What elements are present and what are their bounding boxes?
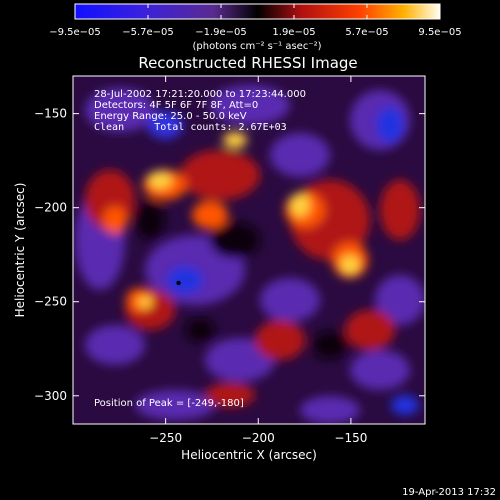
peak-marker [176, 280, 181, 286]
colorbar-tick-label: −9.5e−05 [49, 27, 101, 38]
y-ticks [73, 113, 425, 397]
x-axis-label: Heliocentric X (arcsec) [181, 448, 317, 462]
y-axis-label: Heliocentric Y (arcsec) [13, 183, 27, 318]
y-tick-label: −250 [34, 295, 67, 309]
x-tick-label: −200 [242, 431, 275, 445]
colorbar-tick-label: 1.9e−05 [272, 27, 315, 38]
chart-title: Reconstructed RHESSI Image [138, 54, 357, 72]
x-ticks [165, 76, 352, 424]
colorbar [74, 3, 441, 20]
y-tick-label: −150 [34, 107, 67, 121]
timestamp: 19-Apr-2013 17:32 [402, 487, 496, 498]
colorbar-tick-label: −1.9e−05 [195, 27, 247, 38]
y-tick-label: −200 [34, 201, 67, 215]
energy-range-annotation: Energy Range: 25.0 - 50.0 keV [94, 111, 247, 122]
plot-frame [72, 75, 426, 425]
y-tick-label: −300 [34, 389, 67, 403]
x-tick-label: −150 [334, 431, 367, 445]
image-blobs [75, 85, 425, 424]
time-range-annotation: 28-Jul-2002 17:21:20.000 to 17:23:44.000 [94, 89, 306, 100]
colorbar-tick-label: 9.5e−05 [418, 27, 461, 38]
colorbar-tick-label: 5.7e−05 [345, 27, 388, 38]
colorbar-ticks [74, 4, 441, 19]
method-counts-annotation: Clean Total counts: 2.67E+03 [94, 122, 287, 133]
colorbar-units-label: (photons cm⁻² s⁻¹ asec⁻²) [192, 41, 321, 52]
colorbar-tick-label: −5.7e−05 [122, 27, 174, 38]
peak-position-annotation: Position of Peak = [-249,-180] [94, 398, 244, 409]
detectors-annotation: Detectors: 4F 5F 6F 7F 8F, Att=0 [94, 100, 258, 111]
x-tick-label: −250 [149, 431, 182, 445]
